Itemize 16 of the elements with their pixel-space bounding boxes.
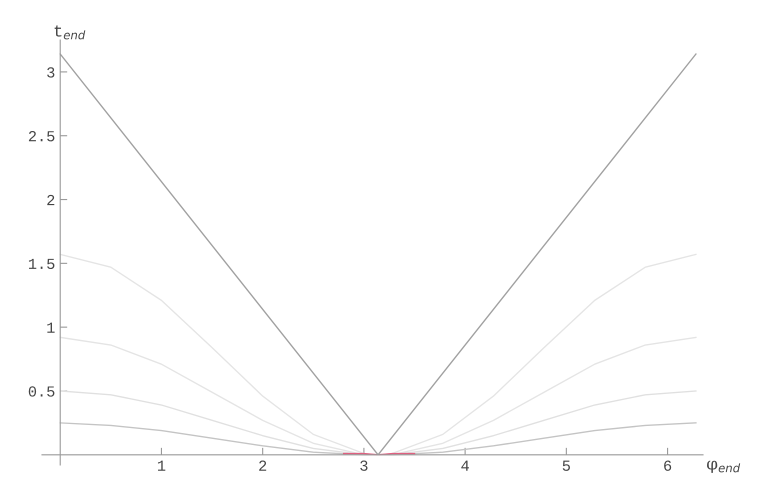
x-tick-label: 3 xyxy=(360,460,368,471)
x-tick-label: 4 xyxy=(461,460,469,471)
line-series xyxy=(60,422,697,456)
y-tick-label: 0.5 xyxy=(28,386,54,397)
y-tick-label: 2 xyxy=(47,194,54,206)
y-tick-label: 1 xyxy=(47,322,55,333)
y-tick-label: 3 xyxy=(47,67,54,78)
x-tick-label: 2 xyxy=(259,460,266,471)
y-tick-label: 2.5 xyxy=(28,131,54,142)
x-axis-title: φ$_{end}$ xyxy=(707,460,740,473)
x-tick-label: 6 xyxy=(664,460,672,471)
x-tick-label: 5 xyxy=(562,460,570,471)
line-series xyxy=(60,254,697,456)
x-tick-label: 1 xyxy=(158,460,166,471)
y-axis-title: t$_{end}$ xyxy=(54,25,86,40)
y-tick-label: 1.5 xyxy=(28,258,54,270)
